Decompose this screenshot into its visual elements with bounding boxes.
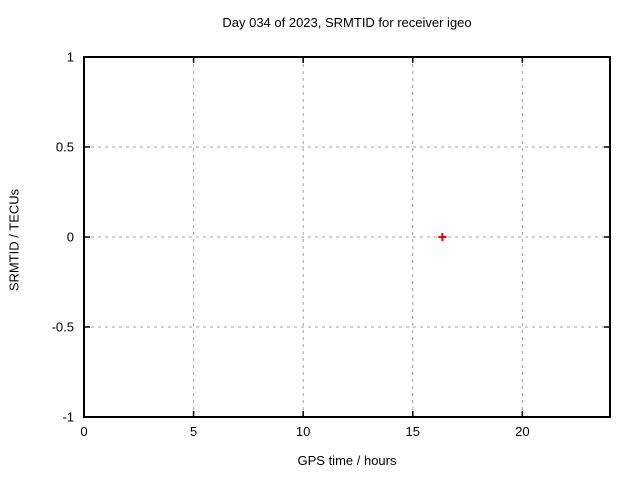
x-axis-label: GPS time / hours xyxy=(297,453,397,468)
x-tick-label: 5 xyxy=(190,424,197,439)
y-tick-label: 0 xyxy=(67,230,74,245)
chart-title: Day 034 of 2023, SRMTID for receiver ige… xyxy=(222,15,472,30)
x-tick-label: 20 xyxy=(515,424,529,439)
x-tick-label: 15 xyxy=(406,424,420,439)
x-tick-label: 0 xyxy=(80,424,87,439)
y-tick-label: -0.5 xyxy=(52,320,74,335)
x-tick-label: 10 xyxy=(296,424,310,439)
y-tick-label: -1 xyxy=(62,410,74,425)
y-tick-label: 0.5 xyxy=(56,140,74,155)
y-tick-label: 1 xyxy=(67,50,74,65)
